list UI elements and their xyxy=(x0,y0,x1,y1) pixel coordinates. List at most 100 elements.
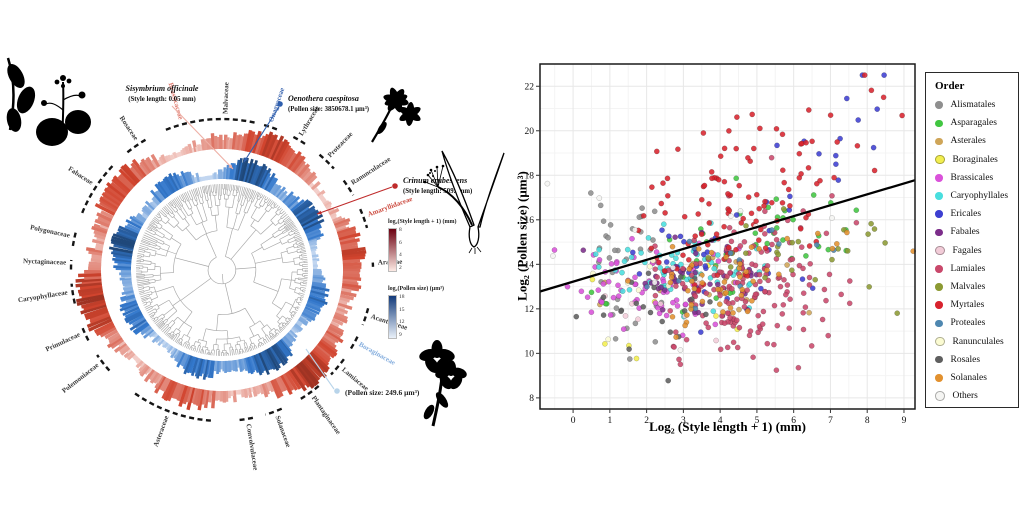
legend-order-name: Fabales xyxy=(950,227,980,238)
y-tick-label: 22 xyxy=(525,82,535,92)
legend-order-name: Rosales xyxy=(950,354,981,365)
legend-item: Asparagales xyxy=(935,114,1018,132)
legend-item: Caryophyllales xyxy=(935,187,1018,205)
legend-color-dot xyxy=(935,301,943,309)
family-label: Onagraceae xyxy=(267,87,286,123)
legend-item: Rosales xyxy=(935,351,1018,369)
legend-item: Ericales xyxy=(935,205,1018,223)
data-points xyxy=(544,72,917,384)
ring-legend-tick: 6 xyxy=(399,239,402,246)
legend-color-dot xyxy=(935,119,943,128)
ring-legend-tick: 9 xyxy=(399,331,402,338)
legend-item: Asterales xyxy=(935,132,1018,150)
family-label: Caryophyllaceae xyxy=(17,288,68,304)
y-tick-label: 18 xyxy=(525,171,535,181)
plant-silhouette-bottom-flower xyxy=(419,340,467,427)
legend-order-name: Asterales xyxy=(950,136,986,147)
legend-items: Alismatales Asparagales Asterales Boraginal… xyxy=(935,96,1018,405)
order-legend: Order Alismatales Asparagales Asterales Bor… xyxy=(925,72,1019,408)
legend-color-dot xyxy=(935,355,943,364)
family-label: Polygonaceae xyxy=(29,223,70,239)
legend-order-name: Asparagales xyxy=(950,118,997,129)
species-name: Oenothera caespitosa xyxy=(288,94,359,103)
family-label: Nyctaginaceae xyxy=(23,257,66,267)
legend-order-name: Caryophyllales xyxy=(950,191,1009,202)
legend-color-dot xyxy=(935,174,943,182)
legend-item: Brassicales xyxy=(935,169,1018,187)
legend-item: Solanales xyxy=(935,369,1018,387)
pollen-size-ring xyxy=(108,157,330,380)
y-tick-label: 12 xyxy=(525,305,535,315)
x-tick-label: 0 xyxy=(571,416,576,426)
ring-legend-title: log₂(Pollen size) (μm³) xyxy=(388,286,444,292)
family-label: Primulaceae xyxy=(44,330,81,353)
species-name: Sisymbrium officinale xyxy=(126,84,199,93)
legend-color-dot xyxy=(935,265,943,273)
family-label: Plantaginaceae xyxy=(310,394,342,436)
family-label: Ranunculaceae xyxy=(350,155,393,186)
legend-item: Boraginales xyxy=(935,151,1018,169)
species-detail: (Pollen size: 3850678.1 μm³) xyxy=(288,106,369,113)
ring-color-legends: log₂(Style length + 1) (mm) 8 6 4 2 log₂(Poll… xyxy=(388,219,478,353)
family-label: Rosaceae xyxy=(118,114,140,141)
species-detail: (Style length: 509.2mm) xyxy=(403,188,472,195)
legend-item: Alismatales xyxy=(935,96,1018,114)
y-tick-label: 14 xyxy=(525,260,535,270)
legend-color-dot xyxy=(935,245,945,256)
legend-color-dot xyxy=(935,154,945,165)
legend-item: Proteales xyxy=(935,314,1018,332)
legend-color-dot xyxy=(935,192,943,200)
x-tick-label: 5 xyxy=(755,416,760,426)
legend-order-name: Myrtales xyxy=(950,300,985,311)
plant-silhouette-sisymbrium xyxy=(36,75,91,146)
legend-item: Malvales xyxy=(935,278,1018,296)
legend-order-name: Malvales xyxy=(950,281,986,292)
species-detail: (Style length: 0.05 mm) xyxy=(128,96,196,103)
plant-drawing-crinum xyxy=(423,150,505,254)
legend-color-dot xyxy=(935,210,943,218)
legend-item: Ranunculales xyxy=(935,332,1018,350)
regression-line xyxy=(539,179,916,293)
legend-order-name: Solanales xyxy=(950,372,987,383)
x-tick-label: 6 xyxy=(791,416,796,426)
legend-order-name: Proteales xyxy=(950,318,986,329)
annotation-dot xyxy=(277,101,283,107)
x-tick-label: 7 xyxy=(828,416,833,426)
legend-item: Myrtales xyxy=(935,296,1018,314)
phylogeny-panel: Malvaceae Onagraceae Lythraceae Proteaceae R… xyxy=(0,0,510,512)
family-label: Proteaceae xyxy=(326,130,354,159)
plant-silhouette-oenothera xyxy=(371,87,421,143)
family-label: Solanaceae xyxy=(274,415,293,449)
ring-legend-tick: 12 xyxy=(399,319,405,325)
x-tick-label: 1 xyxy=(607,416,612,426)
x-tick-label: 9 xyxy=(902,416,907,426)
x-tick-label: 2 xyxy=(644,416,649,426)
family-label: Fabaceae xyxy=(67,165,95,187)
ring-legend-title: log₂(Style length + 1) (mm) xyxy=(388,219,457,225)
legend-order-name: Brassicales xyxy=(950,172,994,183)
legend-color-dot xyxy=(935,137,943,146)
ring-legend-tick: 8 xyxy=(399,227,402,233)
legend-item: Fagales xyxy=(935,242,1018,260)
family-label: Malvaceae xyxy=(221,82,230,114)
legend-item: Fabales xyxy=(935,223,1018,241)
annotation-dot xyxy=(392,183,398,189)
ring-legend-tick: 15 xyxy=(399,306,405,313)
x-tick-label: 3 xyxy=(681,416,686,426)
legend-color-dot xyxy=(935,101,943,109)
x-axis-title: Log₂ (Style length + 1) (mm) xyxy=(649,419,806,434)
annotation-dot xyxy=(334,388,340,394)
legend-color-dot xyxy=(935,374,943,382)
plot-border xyxy=(539,63,916,410)
family-label: Asteraceae xyxy=(152,415,171,448)
legend-color-dot xyxy=(935,336,945,347)
family-label: Convolvulaceae xyxy=(244,423,259,471)
legend-order-name: Ericales xyxy=(950,209,982,220)
legend-color-dot xyxy=(935,283,943,291)
legend-order-name: Boraginales xyxy=(952,154,998,165)
ring-legend: log₂(Pollen size) (μm³) 18 15 12 9 xyxy=(388,286,478,339)
y-tick-label: 10 xyxy=(525,349,535,359)
